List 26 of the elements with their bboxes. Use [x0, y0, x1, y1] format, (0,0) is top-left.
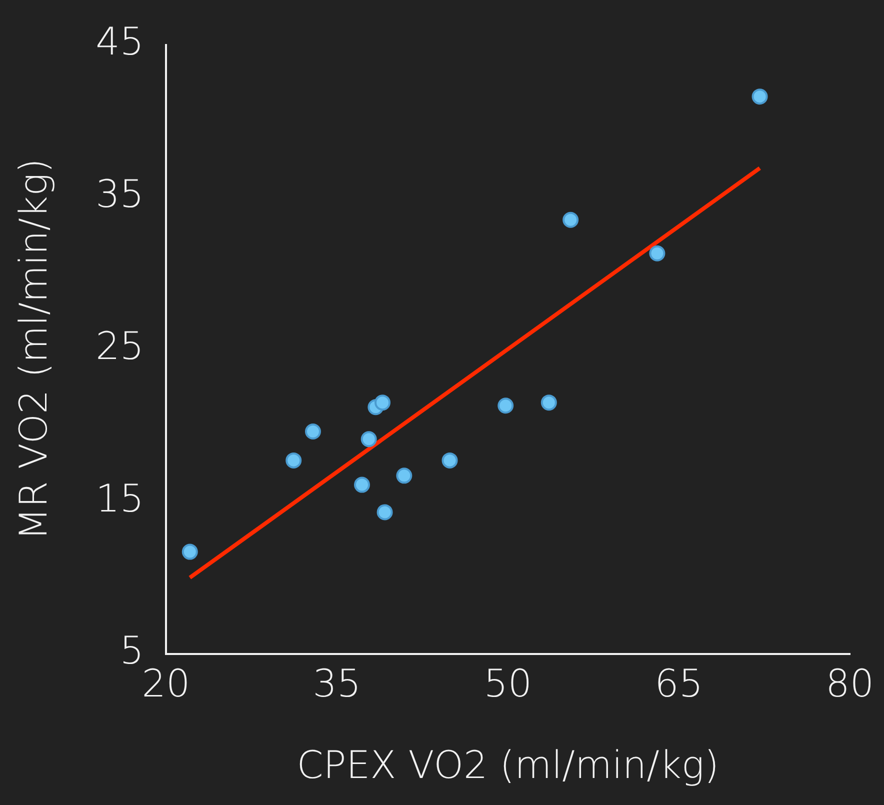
point	[182, 544, 198, 560]
point	[396, 468, 412, 484]
point	[376, 504, 393, 520]
x-axis-title: CPEX VO2 (ml/min/kg)	[296, 743, 720, 788]
point	[442, 452, 458, 468]
y-tick-label: 25	[96, 324, 144, 368]
point	[498, 398, 514, 414]
point	[360, 431, 377, 448]
point	[540, 394, 557, 411]
x-tick-label: 50	[484, 661, 532, 706]
point	[649, 245, 666, 262]
y-tick-label: 15	[96, 476, 144, 520]
x-tick-label: 65	[654, 661, 704, 706]
point	[354, 476, 370, 493]
point	[752, 88, 768, 105]
y-tick-label: 45	[96, 20, 144, 64]
y-axis-title: MR VO2 (ml/min/kg)	[12, 158, 56, 540]
point	[304, 424, 321, 440]
y-tick-label: 5	[120, 628, 144, 673]
point	[286, 452, 302, 468]
x-tick-label: 35	[312, 661, 362, 706]
x-tick-label: 80	[826, 661, 874, 706]
point	[374, 394, 391, 411]
y-tick-label: 35	[96, 172, 144, 216]
point	[562, 212, 579, 228]
x-tick-label: 20	[142, 661, 190, 706]
